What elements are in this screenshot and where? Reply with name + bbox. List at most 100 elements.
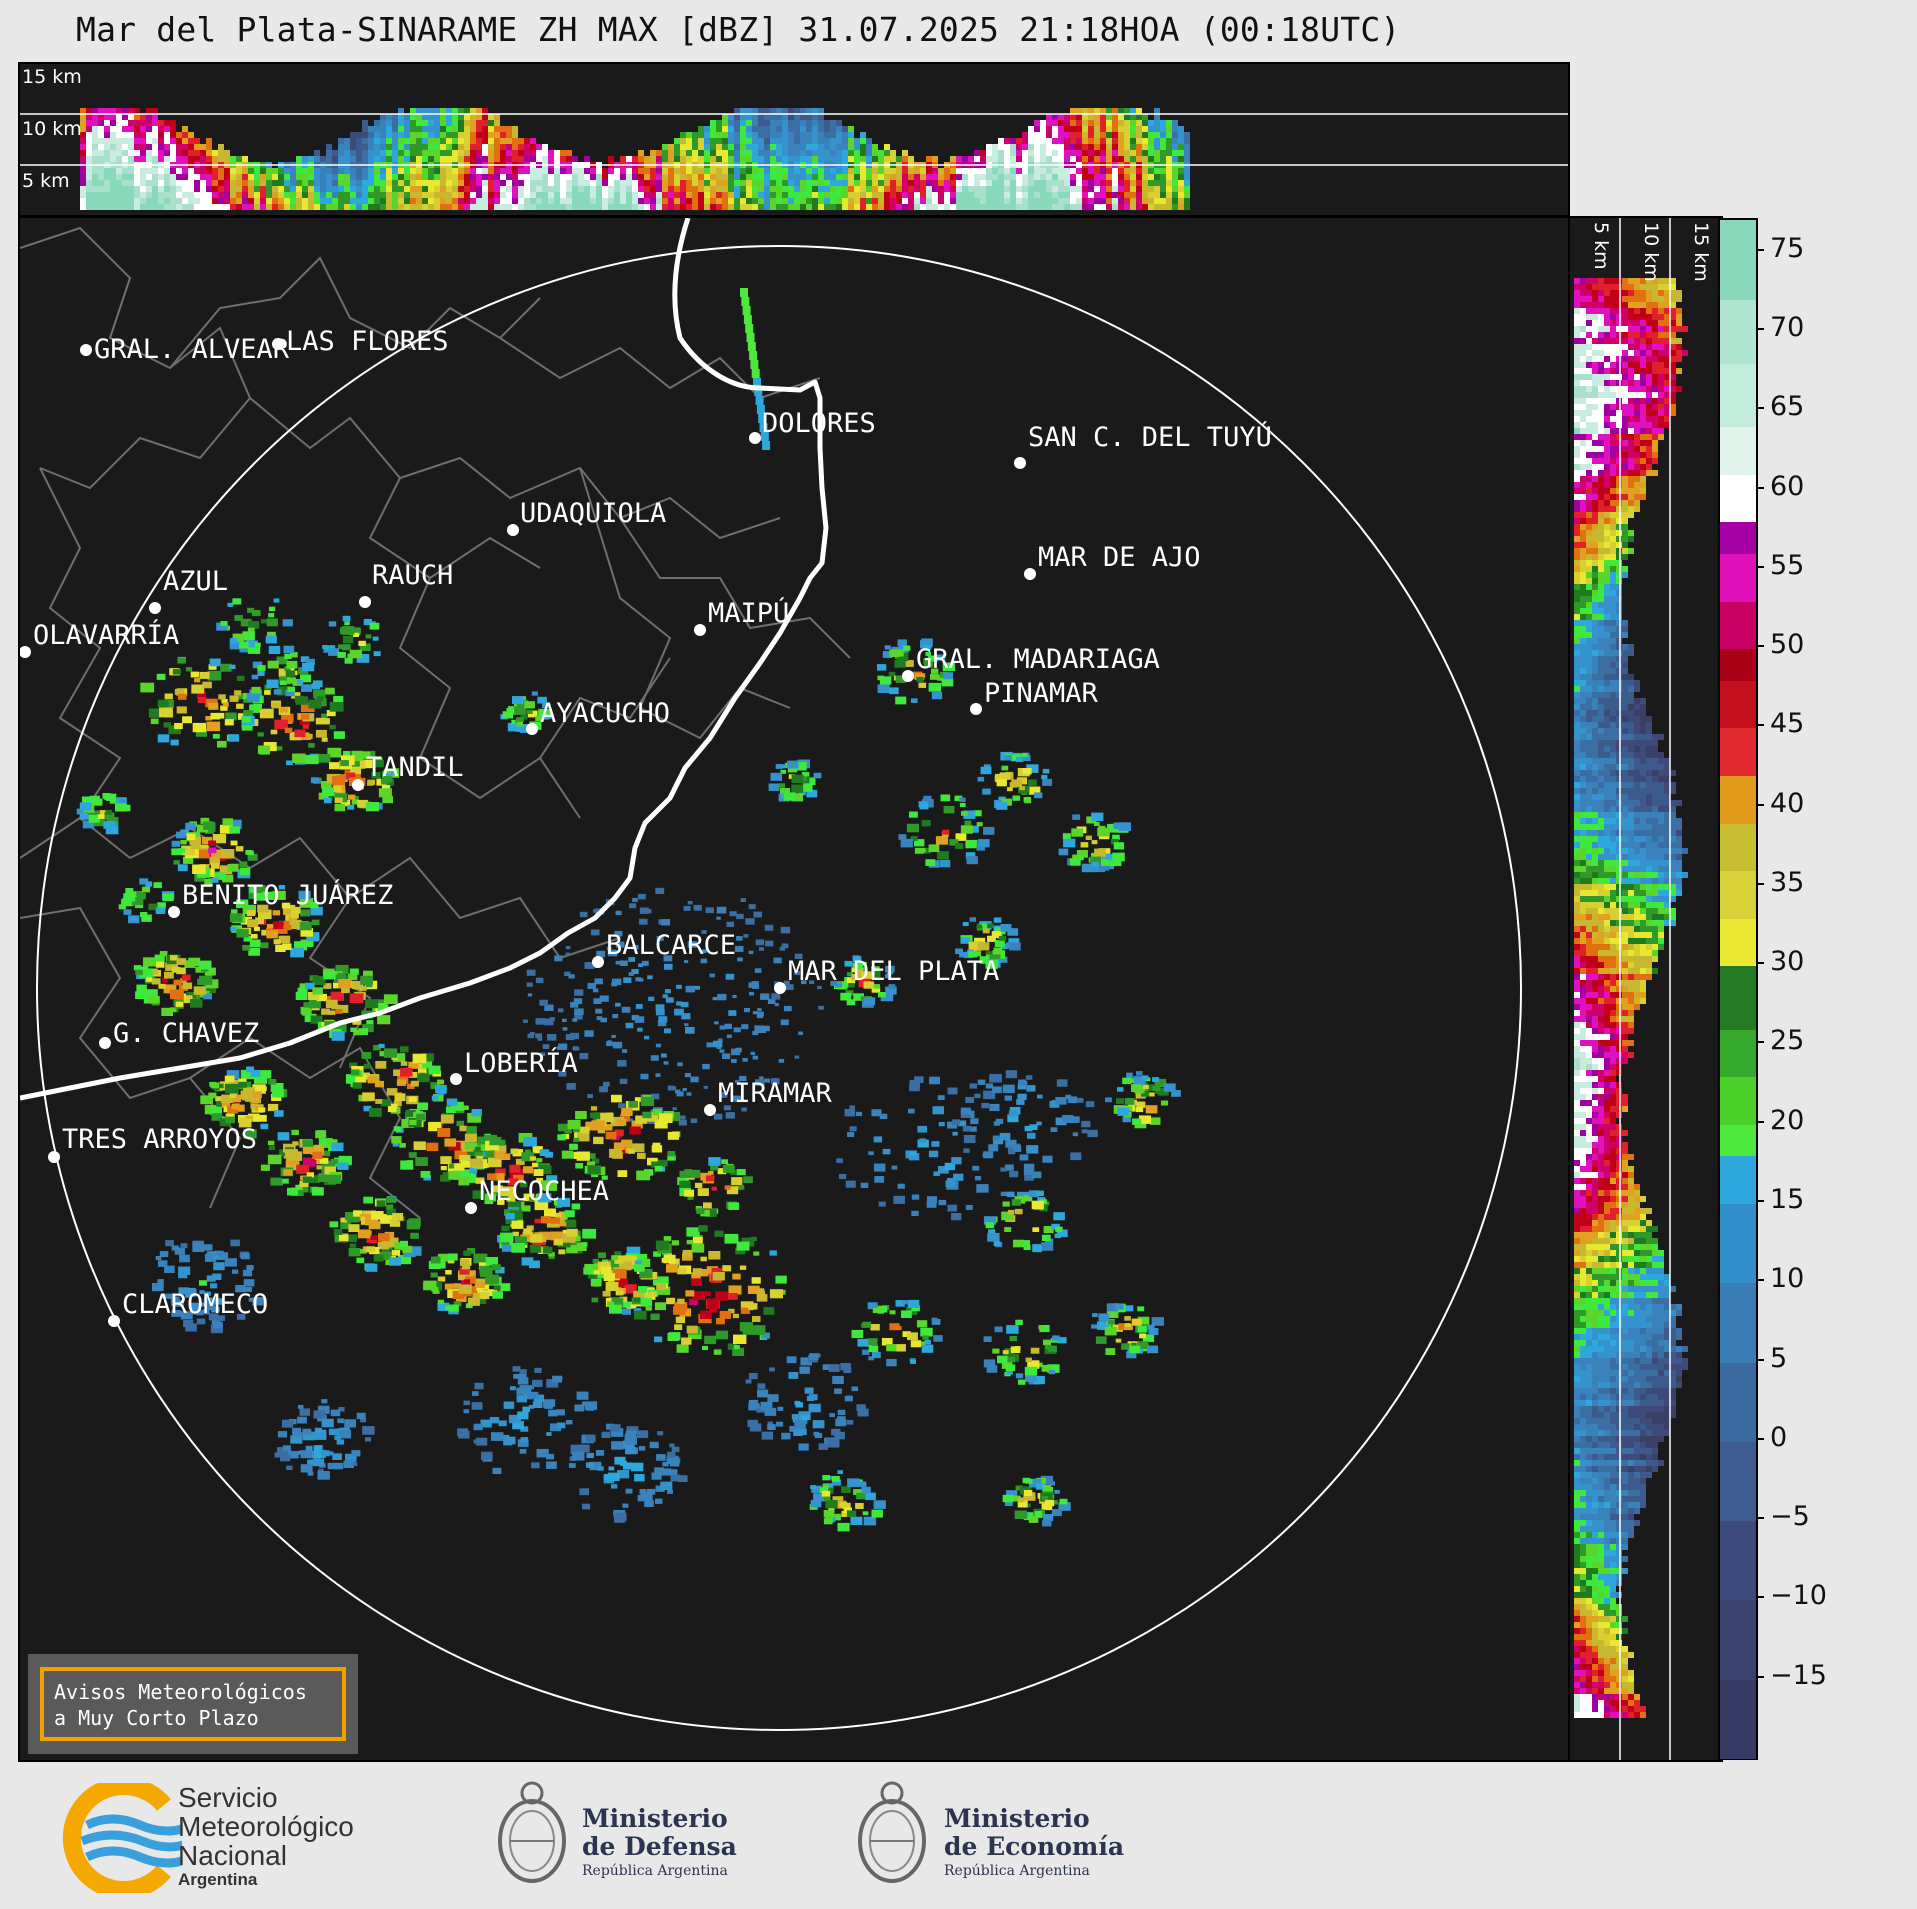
top-echo-cell bbox=[668, 204, 674, 210]
top-echo-cell bbox=[560, 156, 566, 162]
echo-cell bbox=[621, 1139, 633, 1148]
echo-cell bbox=[248, 1113, 260, 1122]
echo-cell bbox=[574, 1404, 585, 1412]
top-echo-cell bbox=[452, 126, 458, 132]
top-echo-cell bbox=[1130, 150, 1136, 156]
echo-cell bbox=[428, 1121, 442, 1132]
top-echo-cell bbox=[1046, 120, 1052, 126]
echo-cell bbox=[1161, 1100, 1169, 1106]
top-echo-cell bbox=[722, 144, 728, 150]
echo-cell bbox=[928, 682, 942, 692]
top-echo-cell bbox=[398, 120, 404, 126]
echo-cell bbox=[564, 1219, 577, 1228]
echo-cell bbox=[576, 1151, 590, 1161]
echo-cell bbox=[688, 1169, 701, 1178]
echo-cell bbox=[510, 1386, 516, 1391]
echo-cell bbox=[708, 1251, 721, 1260]
top-echo-cell bbox=[266, 174, 272, 180]
top-echo-cell bbox=[1172, 204, 1178, 210]
top-echo-cell bbox=[1106, 114, 1112, 120]
echo-cell bbox=[656, 936, 664, 941]
echo-cell bbox=[885, 965, 895, 973]
echo-cell bbox=[1006, 1490, 1018, 1499]
echo-cell bbox=[1080, 842, 1089, 848]
top-echo-cell bbox=[1124, 108, 1130, 114]
top-echo-cell bbox=[134, 168, 140, 174]
top-echo-cell bbox=[830, 144, 836, 150]
top-echo-cell bbox=[1130, 174, 1136, 180]
echo-cell bbox=[822, 1475, 830, 1481]
radar-map-panel[interactable]: GRAL. ALVEAR LAS FLORES DOLORES SAN C. DEL … bbox=[18, 216, 1570, 1762]
echo-cell bbox=[393, 1100, 402, 1107]
top-echo-cell bbox=[422, 132, 428, 138]
top-echo-cell bbox=[518, 138, 524, 144]
echo-cell bbox=[995, 1118, 1004, 1124]
top-echo-cell bbox=[152, 132, 158, 138]
echo-cell bbox=[557, 1197, 571, 1207]
echo-cell bbox=[1025, 1357, 1032, 1363]
echo-cell bbox=[649, 1291, 657, 1297]
top-echo-cell bbox=[812, 132, 818, 138]
top-echo-cell bbox=[458, 198, 464, 204]
echo-cell bbox=[189, 836, 201, 845]
top-echo-cell bbox=[854, 174, 860, 180]
echo-cell bbox=[291, 1129, 299, 1135]
top-echo-cell bbox=[770, 138, 776, 144]
top-echo-cell bbox=[470, 204, 476, 210]
top-echo-cell bbox=[806, 192, 812, 198]
top-echo-cell bbox=[1148, 120, 1154, 126]
echo-cell bbox=[1057, 1337, 1067, 1344]
top-echo-cell bbox=[758, 138, 764, 144]
echo-cell bbox=[209, 658, 221, 667]
echo-cell bbox=[1014, 1208, 1023, 1215]
echo-cell bbox=[861, 1349, 870, 1355]
top-echo-cell bbox=[254, 180, 260, 186]
echo-cell bbox=[257, 904, 269, 913]
top-echo-cell bbox=[860, 180, 866, 186]
top-echo-cell bbox=[152, 174, 158, 180]
top-echo-cell bbox=[134, 144, 140, 150]
top-echo-cell bbox=[158, 192, 164, 198]
top-echo-cell bbox=[374, 120, 380, 126]
top-echo-cell bbox=[518, 168, 524, 174]
echo-cell bbox=[1021, 753, 1028, 757]
top-echo-cell bbox=[794, 186, 800, 192]
top-echo-cell bbox=[554, 168, 560, 174]
top-echo-cell bbox=[458, 156, 464, 162]
top-echo-cell bbox=[260, 180, 266, 186]
top-echo-cell bbox=[170, 168, 176, 174]
top-echo-cell bbox=[1166, 174, 1172, 180]
top-echo-cell bbox=[248, 186, 254, 192]
echo-cell bbox=[473, 1423, 483, 1431]
echo-cell bbox=[628, 1149, 635, 1154]
top-echo-cell bbox=[686, 174, 692, 180]
top-echo-cell bbox=[686, 180, 692, 186]
top-height-label-15: 15 km bbox=[22, 66, 82, 88]
top-echo-cell bbox=[350, 150, 356, 156]
echo-cell bbox=[1023, 1512, 1035, 1521]
top-echo-cell bbox=[434, 150, 440, 156]
top-echo-cell bbox=[1142, 186, 1148, 192]
echo-cell bbox=[417, 1102, 428, 1111]
echo-cell bbox=[867, 1338, 878, 1346]
top-echo-cell bbox=[1034, 144, 1040, 150]
echo-cell bbox=[935, 836, 949, 845]
top-echo-cell bbox=[302, 156, 308, 162]
top-echo-cell bbox=[224, 156, 230, 162]
echo-cell bbox=[365, 802, 380, 812]
top-echo-cell bbox=[158, 156, 164, 162]
echo-cell bbox=[1171, 1090, 1181, 1097]
echo-cell bbox=[360, 1418, 367, 1423]
top-echo-cell bbox=[656, 186, 662, 192]
top-echo-cell bbox=[404, 120, 410, 126]
top-echo-cell bbox=[794, 180, 800, 186]
echo-cell bbox=[382, 795, 393, 804]
top-echo-cell bbox=[608, 180, 614, 186]
top-echo-cell bbox=[830, 126, 836, 132]
radar-map-canvas[interactable] bbox=[20, 218, 1570, 1762]
top-echo-cell bbox=[1088, 120, 1094, 126]
echo-cell bbox=[1023, 1195, 1033, 1202]
top-echo-cell bbox=[890, 174, 896, 180]
top-echo-cell bbox=[722, 138, 728, 144]
top-echo-cell bbox=[662, 204, 668, 210]
